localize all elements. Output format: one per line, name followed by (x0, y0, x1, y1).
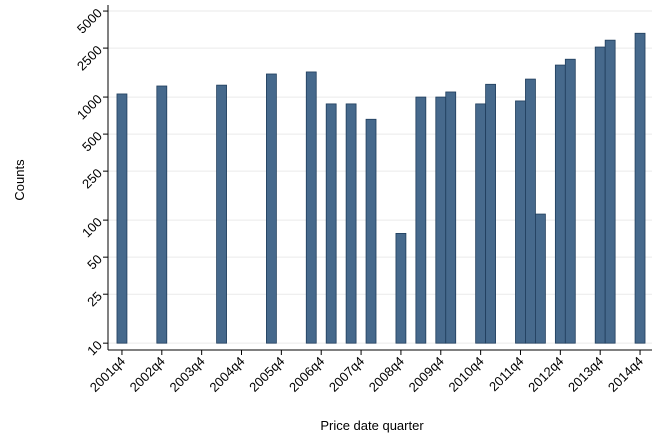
bar (116, 93, 128, 344)
bar (594, 46, 606, 344)
bar (445, 91, 457, 344)
bar (634, 32, 646, 344)
bar (216, 84, 227, 344)
bar (515, 100, 526, 344)
bar (415, 96, 427, 344)
bar (345, 103, 357, 344)
x-axis-title: Price date quarter (320, 418, 424, 433)
y-axis-title: Counts (12, 159, 27, 201)
bar (564, 58, 576, 344)
bar (156, 85, 168, 344)
bar (554, 64, 566, 344)
bar (365, 118, 377, 344)
bar (475, 103, 487, 344)
bar (535, 213, 546, 344)
bar (485, 83, 496, 344)
bar (266, 73, 277, 344)
bar (305, 71, 317, 344)
bar (435, 96, 447, 344)
bar (395, 232, 407, 344)
bar (325, 103, 337, 344)
bar (604, 39, 616, 344)
bar (525, 78, 536, 344)
